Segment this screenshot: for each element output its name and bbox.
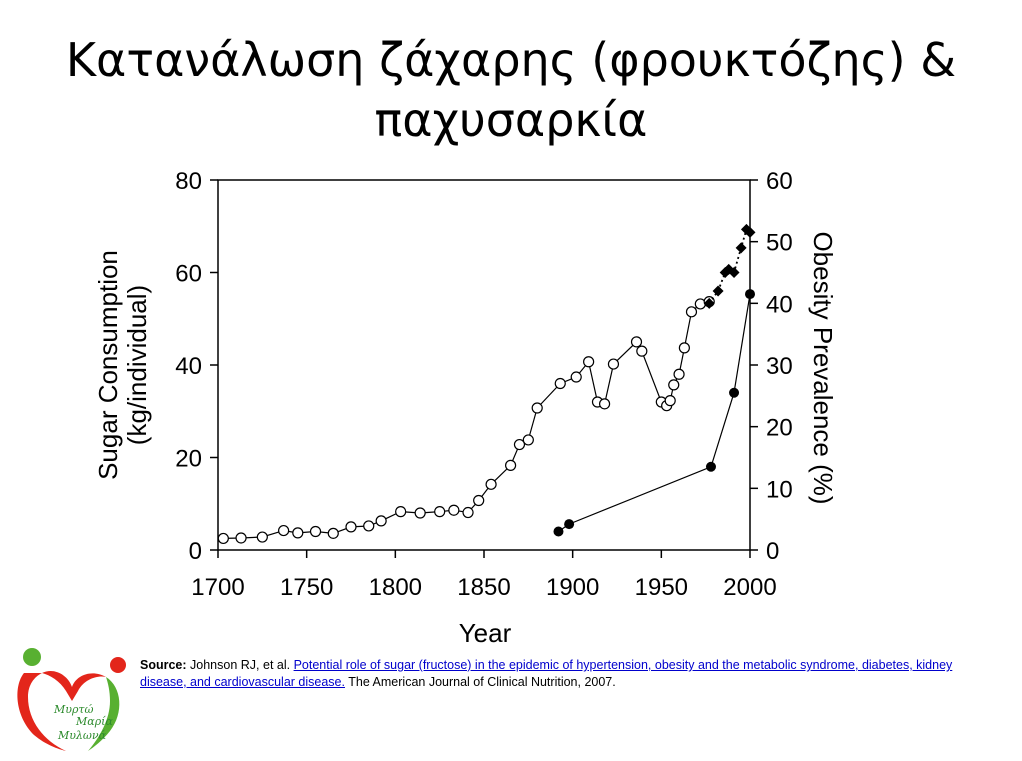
data-point-open <box>554 377 566 390</box>
data-point-open <box>673 368 685 380</box>
x-tick-label: 1700 <box>191 574 244 601</box>
data-point-diamond <box>728 267 740 278</box>
logo-text-line1: Μυρτώ <box>54 703 94 716</box>
source-journal: The American Journal of Clinical Nutriti… <box>348 675 616 689</box>
data-point-diamond <box>712 285 724 297</box>
data-point-open <box>327 527 339 539</box>
data-point-open <box>375 515 387 527</box>
slide-title: Κατανάλωση ζάχαρης (φρουκτόζης) & παχυσα… <box>0 30 1022 150</box>
data-point-open <box>434 506 446 518</box>
y-axis-label-line2: (kg/individual) <box>122 285 152 445</box>
data-point-diamond <box>735 242 747 254</box>
y2-axis-label: Obesity Prevalence (%) <box>808 231 838 504</box>
logo-text-line2: Μαρία <box>76 715 113 728</box>
data-point-open <box>473 494 485 507</box>
logo-text-line3: Μυλωνά <box>58 729 107 742</box>
x-tick-label: 1750 <box>280 574 333 601</box>
data-point-open <box>685 306 698 318</box>
data-point-open <box>345 521 357 533</box>
data-point-open <box>462 506 474 519</box>
data-point-open <box>278 524 290 537</box>
data-point-filled <box>564 519 575 530</box>
data-point-open <box>505 459 517 471</box>
y2-tick-label: 10 <box>766 476 793 503</box>
data-point-open <box>485 478 497 490</box>
data-point-open <box>513 438 526 451</box>
data-point-open <box>630 336 643 348</box>
x-tick-label: 2000 <box>723 574 776 601</box>
data-point-open <box>598 398 611 410</box>
data-point-diamond <box>744 226 756 238</box>
data-point-open <box>668 379 680 391</box>
y-axis-label-line1: Sugar Consumption <box>93 250 123 480</box>
y-tick-label: 20 <box>175 446 202 473</box>
data-point-open <box>636 345 648 357</box>
data-point-open <box>395 506 407 518</box>
data-point-open <box>531 402 543 414</box>
logo: Μυρτώ Μαρία Μυλωνά <box>14 645 132 753</box>
data-point-open <box>235 532 247 544</box>
data-point-open <box>664 395 676 407</box>
source-citation: Source: Johnson RJ, et al. Potential rol… <box>140 657 970 691</box>
data-point-open <box>292 527 304 539</box>
slide-title-line2: παχυσαρκία <box>374 93 648 147</box>
logo-heart-icon <box>17 648 126 751</box>
series-line-2 <box>558 294 751 532</box>
y2-tick-label: 40 <box>766 291 793 318</box>
y2-tick-label: 50 <box>766 230 793 257</box>
source-label: Source: <box>140 658 187 672</box>
y-tick-label: 0 <box>189 538 202 565</box>
y2-tick-label: 0 <box>766 538 779 565</box>
data-point-open <box>570 371 582 383</box>
y-tick-label: 40 <box>175 353 202 380</box>
x-tick-label: 1850 <box>457 574 510 601</box>
source-authors: Johnson RJ, et al. <box>190 658 291 672</box>
data-point-filled <box>705 461 716 472</box>
data-point-open <box>363 520 375 532</box>
x-tick-label: 1900 <box>546 574 599 601</box>
data-point-diamond <box>703 297 715 309</box>
y-tick-label: 80 <box>175 168 202 195</box>
data-point-filled <box>745 289 755 300</box>
data-point-open <box>217 532 229 545</box>
y2-tick-label: 60 <box>766 168 793 195</box>
x-tick-label: 1950 <box>635 574 688 601</box>
data-point-open <box>522 434 534 446</box>
source-article-link[interactable]: Potential role of sugar (fructose) in th… <box>140 658 953 689</box>
data-point-filled <box>553 526 564 537</box>
data-point-open <box>448 504 460 516</box>
data-point-open <box>607 358 620 370</box>
y-tick-label: 60 <box>175 261 202 288</box>
data-point-open <box>309 525 322 538</box>
data-point-open <box>678 342 690 354</box>
y2-tick-label: 30 <box>766 353 793 380</box>
x-axis-label: Year <box>459 618 512 648</box>
data-point-filled <box>729 387 740 398</box>
slide-title-line1: Κατανάλωση ζάχαρης (φρουκτόζης) & <box>65 33 957 87</box>
data-point-open <box>256 531 268 543</box>
data-point-open <box>414 507 426 519</box>
y2-tick-label: 20 <box>766 415 793 442</box>
data-point-open <box>583 356 595 368</box>
x-tick-label: 1800 <box>369 574 422 601</box>
